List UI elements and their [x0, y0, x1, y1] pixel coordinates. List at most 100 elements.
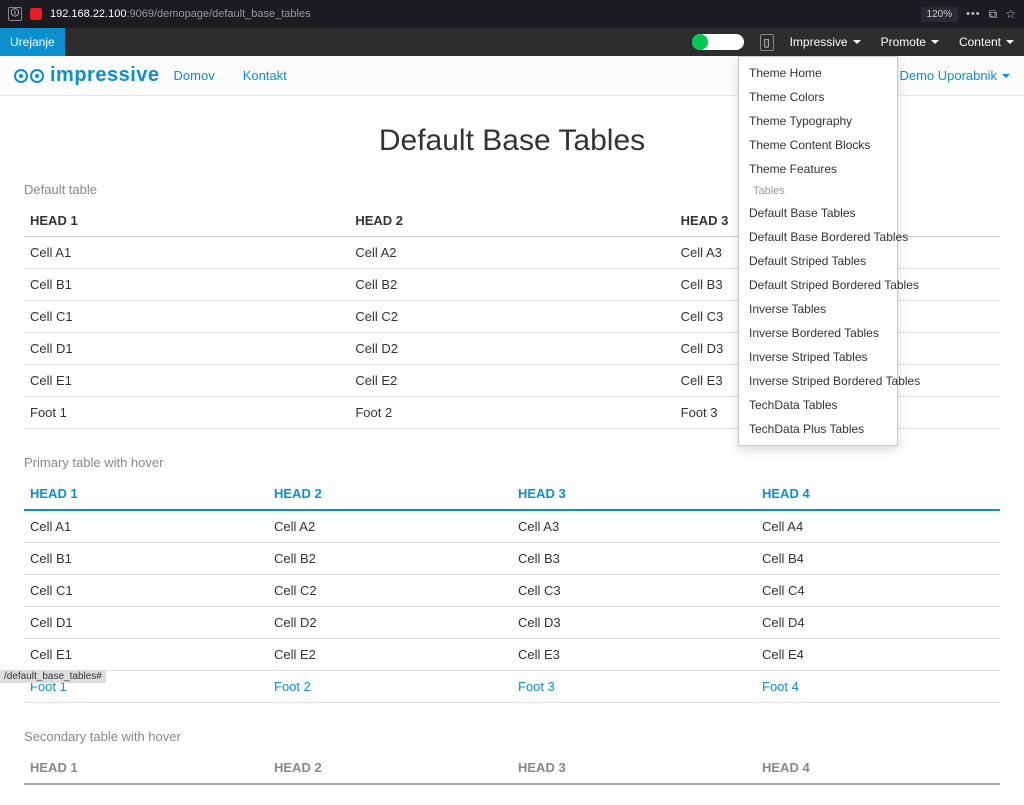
dd-techdata-tables[interactable]: TechData Tables — [739, 393, 897, 417]
table-cell: Cell A1 — [24, 237, 349, 269]
th: HEAD 3 — [512, 752, 756, 784]
table-cell: Cell A4 — [756, 510, 1000, 543]
th: HEAD 1 — [24, 752, 268, 784]
table-cell: Cell D1 — [24, 333, 349, 365]
dd-default-base-bordered[interactable]: Default Base Bordered Tables — [739, 225, 897, 249]
dd-inverse-tables[interactable]: Inverse Tables — [739, 297, 897, 321]
menu-label: Impressive — [790, 35, 848, 49]
table-cell: Cell E2 — [268, 639, 512, 671]
nav-home[interactable]: Domov — [160, 68, 229, 83]
th: HEAD 1 — [24, 478, 268, 510]
tf: Foot 4 — [756, 671, 1000, 703]
publish-toggle[interactable] — [692, 34, 744, 50]
brand-logo[interactable]: impressive — [14, 64, 160, 87]
table-cell: Cell B2 — [268, 543, 512, 575]
tf: Foot 1 — [24, 397, 349, 429]
th: HEAD 1 — [24, 205, 349, 237]
builder-toolbar: Urejanje ▯ Impressive Promote Content — [0, 28, 1024, 56]
table-cell: Cell B3 — [512, 543, 756, 575]
dd-inverse-striped[interactable]: Inverse Striped Tables — [739, 345, 897, 369]
dd-inverse-striped-bordered[interactable]: Inverse Striped Bordered Tables — [739, 369, 897, 393]
table-cell: Cell B2 — [349, 269, 674, 301]
table-cell: Cell B1 — [24, 543, 268, 575]
menu-label: Content — [959, 35, 1001, 49]
browser-address-bar: 🛈 192.168.22.100:9069/demopage/default_b… — [0, 0, 1024, 28]
menu-impressive[interactable]: Impressive — [780, 28, 871, 56]
table-row: Cell E1Cell E2Cell E3Cell E4 — [24, 639, 1000, 671]
impressive-dropdown: Theme Home Theme Colors Theme Typography… — [738, 56, 898, 446]
section-label-primary: Primary table with hover — [24, 455, 1000, 470]
status-bar: /default_base_tables# — [0, 670, 106, 683]
table-cell: Cell A2 — [268, 510, 512, 543]
dd-default-striped-bordered[interactable]: Default Striped Bordered Tables — [739, 273, 897, 297]
tf: Foot 2 — [349, 397, 674, 429]
table-cell: Cell D2 — [268, 607, 512, 639]
table-cell: Cell C3 — [512, 575, 756, 607]
chevron-down-icon — [931, 40, 939, 44]
more-icon[interactable]: ••• — [966, 8, 981, 20]
mobile-preview-icon[interactable]: ▯ — [760, 34, 774, 51]
dd-techdata-plus-tables[interactable]: TechData Plus Tables — [739, 417, 897, 441]
dd-default-striped[interactable]: Default Striped Tables — [739, 249, 897, 273]
menu-content[interactable]: Content — [949, 28, 1024, 56]
table-cell: Cell E2 — [349, 365, 674, 397]
table-row: Cell D1Cell D2Cell D3Cell D4 — [24, 607, 1000, 639]
brand-text: impressive — [50, 64, 160, 87]
table-cell: Cell E4 — [756, 639, 1000, 671]
reader-icon[interactable]: ⧉ — [989, 7, 998, 22]
table-cell: Cell C1 — [24, 301, 349, 333]
nav-user-menu[interactable]: Demo Uporabnik — [899, 68, 1010, 83]
table-cell: Cell A3 — [512, 510, 756, 543]
table-cell: Cell C1 — [24, 575, 268, 607]
menu-promote[interactable]: Promote — [871, 28, 949, 56]
site-favicon-icon — [30, 8, 42, 20]
table-cell: Cell D4 — [756, 607, 1000, 639]
dd-theme-home[interactable]: Theme Home — [739, 61, 897, 85]
dd-theme-content-blocks[interactable]: Theme Content Blocks — [739, 133, 897, 157]
owl-eyes-icon — [14, 69, 44, 83]
table-row: Cell C1Cell C2Cell C3Cell C4 — [24, 575, 1000, 607]
table-row: Cell A1Cell A2Cell A3Cell A4 — [24, 510, 1000, 543]
th: HEAD 4 — [756, 478, 1000, 510]
table-cell: Cell D3 — [512, 607, 756, 639]
table-cell: Cell A1 — [24, 510, 268, 543]
edit-mode-button[interactable]: Urejanje — [0, 28, 65, 56]
table-cell: Cell E1 — [24, 365, 349, 397]
table-cell: Cell D1 — [24, 607, 268, 639]
table-cell: Cell B4 — [756, 543, 1000, 575]
table-cell: Cell A2 — [349, 237, 674, 269]
secondary-table: HEAD 1 HEAD 2 HEAD 3 HEAD 4 — [24, 752, 1000, 785]
table-cell: Cell C2 — [349, 301, 674, 333]
th: HEAD 4 — [756, 752, 1000, 784]
dd-default-base-tables[interactable]: Default Base Tables — [739, 201, 897, 225]
menu-label: Promote — [881, 35, 926, 49]
dd-inverse-bordered[interactable]: Inverse Bordered Tables — [739, 321, 897, 345]
url-text[interactable]: 192.168.22.100:9069/demopage/default_bas… — [50, 8, 913, 20]
edit-label: Urejanje — [10, 35, 55, 49]
table-cell: Cell C2 — [268, 575, 512, 607]
bookmark-star-icon[interactable]: ☆ — [1005, 7, 1016, 21]
nav-contact[interactable]: Kontakt — [229, 68, 301, 83]
shield-icon: 🛈 — [8, 7, 22, 21]
chevron-down-icon — [853, 40, 861, 44]
primary-table: HEAD 1 HEAD 2 HEAD 3 HEAD 4 Cell A1Cell … — [24, 478, 1000, 703]
dd-section-header: Tables — [739, 181, 897, 201]
table-cell: Cell D2 — [349, 333, 674, 365]
tf: Foot 3 — [512, 671, 756, 703]
chevron-down-icon — [1002, 74, 1010, 78]
section-label-secondary: Secondary table with hover — [24, 729, 1000, 744]
th: HEAD 2 — [268, 478, 512, 510]
zoom-badge[interactable]: 120% — [921, 7, 959, 22]
table-cell: Cell C4 — [756, 575, 1000, 607]
th: HEAD 3 — [512, 478, 756, 510]
dd-theme-features[interactable]: Theme Features — [739, 157, 897, 181]
table-cell: Cell E1 — [24, 639, 268, 671]
dd-theme-typography[interactable]: Theme Typography — [739, 109, 897, 133]
tf: Foot 2 — [268, 671, 512, 703]
dd-theme-colors[interactable]: Theme Colors — [739, 85, 897, 109]
th: HEAD 2 — [349, 205, 674, 237]
table-row: Cell B1Cell B2Cell B3Cell B4 — [24, 543, 1000, 575]
table-cell: Cell E3 — [512, 639, 756, 671]
chevron-down-icon — [1006, 40, 1014, 44]
user-label: Demo Uporabnik — [899, 68, 997, 83]
